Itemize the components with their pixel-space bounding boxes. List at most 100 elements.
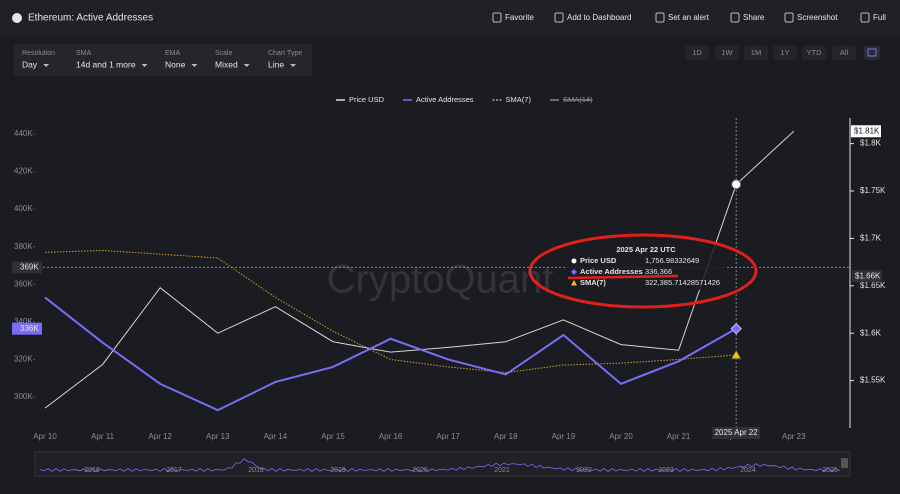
tooltip-series-name: Active Addresses: [580, 267, 643, 276]
control-label: Chart Type: [268, 50, 302, 57]
control-value[interactable]: Mixed: [215, 59, 238, 69]
range-button-bg[interactable]: [802, 46, 826, 60]
dropdown-caret: [43, 64, 50, 67]
y-tick-label: 420K: [14, 167, 33, 176]
control-label: EMA: [165, 50, 181, 57]
range-button[interactable]: YTD: [807, 48, 823, 57]
annotation-circle: [528, 233, 758, 309]
range-button[interactable]: 1W: [721, 48, 733, 57]
navigator-sparkline: [39, 458, 841, 472]
y-tick-label: 440K: [14, 129, 33, 138]
tooltip-value: 1,756.98332649: [645, 256, 699, 265]
range-button-bg[interactable]: [773, 46, 797, 60]
range-button-bg[interactable]: [715, 46, 739, 60]
navigator-year: 2021: [494, 467, 510, 474]
annotation-underline: [567, 274, 679, 280]
legend-label[interactable]: SMA(14): [563, 95, 593, 104]
action-button[interactable]: Full: [873, 13, 886, 22]
navigator-year: 2019: [330, 467, 346, 474]
action-button[interactable]: Share: [743, 13, 765, 22]
navigator-handle[interactable]: [841, 458, 848, 468]
x-tick-label: Apr 20: [609, 432, 633, 441]
action-icon[interactable]: [655, 12, 665, 23]
y-tick-label: 320K: [14, 355, 33, 364]
dropdown-caret: [141, 64, 148, 67]
y-tick-label: 300K: [14, 392, 33, 401]
navigator-year: 2024: [740, 467, 756, 474]
last-value-tag: [851, 125, 881, 138]
y-tick-label: 340K: [14, 317, 33, 326]
action-icon[interactable]: [492, 12, 502, 23]
tooltip-value: 322,385.71428571426: [645, 278, 720, 287]
legend-label[interactable]: Active Addresses: [416, 95, 474, 104]
action-icon[interactable]: [860, 12, 870, 23]
x-tick-label: Apr 19: [552, 432, 576, 441]
control-label: Resolution: [22, 50, 55, 57]
y2-tick-label: $1.8K: [860, 139, 882, 148]
action-icon[interactable]: [730, 12, 740, 23]
control-value[interactable]: None: [165, 59, 186, 69]
navigator-year: 2023: [658, 467, 674, 474]
y2-tick-label: $1.75K: [860, 186, 886, 195]
calendar-button[interactable]: [864, 46, 880, 60]
control-value[interactable]: Line: [268, 59, 284, 69]
last-value-label: $1.81K: [854, 126, 880, 135]
action-button[interactable]: Set an alert: [668, 13, 710, 22]
dropdown-caret: [290, 64, 297, 67]
x-tick-label: Apr 15: [321, 432, 345, 441]
legend-label[interactable]: Price USD: [349, 95, 385, 104]
x-tick-label: Apr 14: [264, 432, 288, 441]
series-line: [44, 249, 737, 374]
control-value[interactable]: Day: [22, 59, 38, 69]
crosshair-y2-tag: [852, 270, 882, 283]
range-button-bg[interactable]: [832, 46, 856, 60]
dropdown-caret: [243, 64, 250, 67]
tooltip-marker: [571, 280, 577, 286]
action-icon[interactable]: [784, 12, 794, 23]
x-tick-label: Apr 10: [33, 432, 57, 441]
control-label: SMA: [76, 50, 92, 57]
chart: CryptoQuant 300K 320K 340K 360K 380K 400K 420K 4…: [12, 95, 886, 477]
action-button[interactable]: Favorite: [505, 13, 534, 22]
x-tick-label: Apr 13: [206, 432, 230, 441]
legend-label[interactable]: SMA(7): [506, 95, 532, 104]
header-bar: [0, 0, 900, 36]
tooltip-series-name: Price USD: [580, 256, 617, 265]
y2-tick-label: $1.7K: [860, 234, 882, 243]
tooltip-title: 2025 Apr 22 UTC: [616, 245, 676, 254]
tooltip-value: 336,366: [645, 267, 672, 276]
crosshair-x-tag: [712, 427, 761, 439]
action-button[interactable]: Add to Dashboard: [567, 13, 632, 22]
crosshair-y-tag: [12, 261, 42, 274]
action-button[interactable]: Screenshot: [797, 13, 838, 22]
x-tick-label: Apr 23: [782, 432, 806, 441]
page-title: Ethereum: Active Addresses: [28, 13, 153, 24]
dropdown-caret: [191, 64, 198, 67]
navigator-year: 2017: [166, 467, 182, 474]
y-tick-label: 360K: [14, 279, 33, 288]
x-tick-label: Apr 12: [148, 432, 172, 441]
control-value[interactable]: 14d and 1 more: [76, 59, 136, 69]
control-label: Scale: [215, 50, 233, 57]
range-button[interactable]: All: [840, 48, 849, 57]
last-value-label: 336K: [20, 324, 39, 333]
crosshair-y-label: 369K: [20, 262, 39, 271]
range-button[interactable]: 1Y: [780, 48, 789, 57]
hover-point: [730, 322, 742, 335]
navigator-year: 2018: [248, 467, 264, 474]
range-button-bg[interactable]: [685, 46, 709, 60]
asset-icon: [12, 13, 22, 23]
x-tick-label: Apr 17: [436, 432, 460, 441]
crosshair-x-label: 2025 Apr 22: [715, 428, 759, 437]
navigator-year: 2016: [84, 467, 100, 474]
action-icon[interactable]: [554, 12, 564, 23]
navigator-year: 2020: [412, 467, 428, 474]
range-button[interactable]: 1M: [751, 48, 761, 57]
range-button-bg[interactable]: [744, 46, 768, 60]
hover-point: [731, 179, 742, 190]
series-line: [44, 296, 737, 412]
y-tick-label: 380K: [14, 242, 33, 251]
range-button[interactable]: 1D: [692, 48, 702, 57]
